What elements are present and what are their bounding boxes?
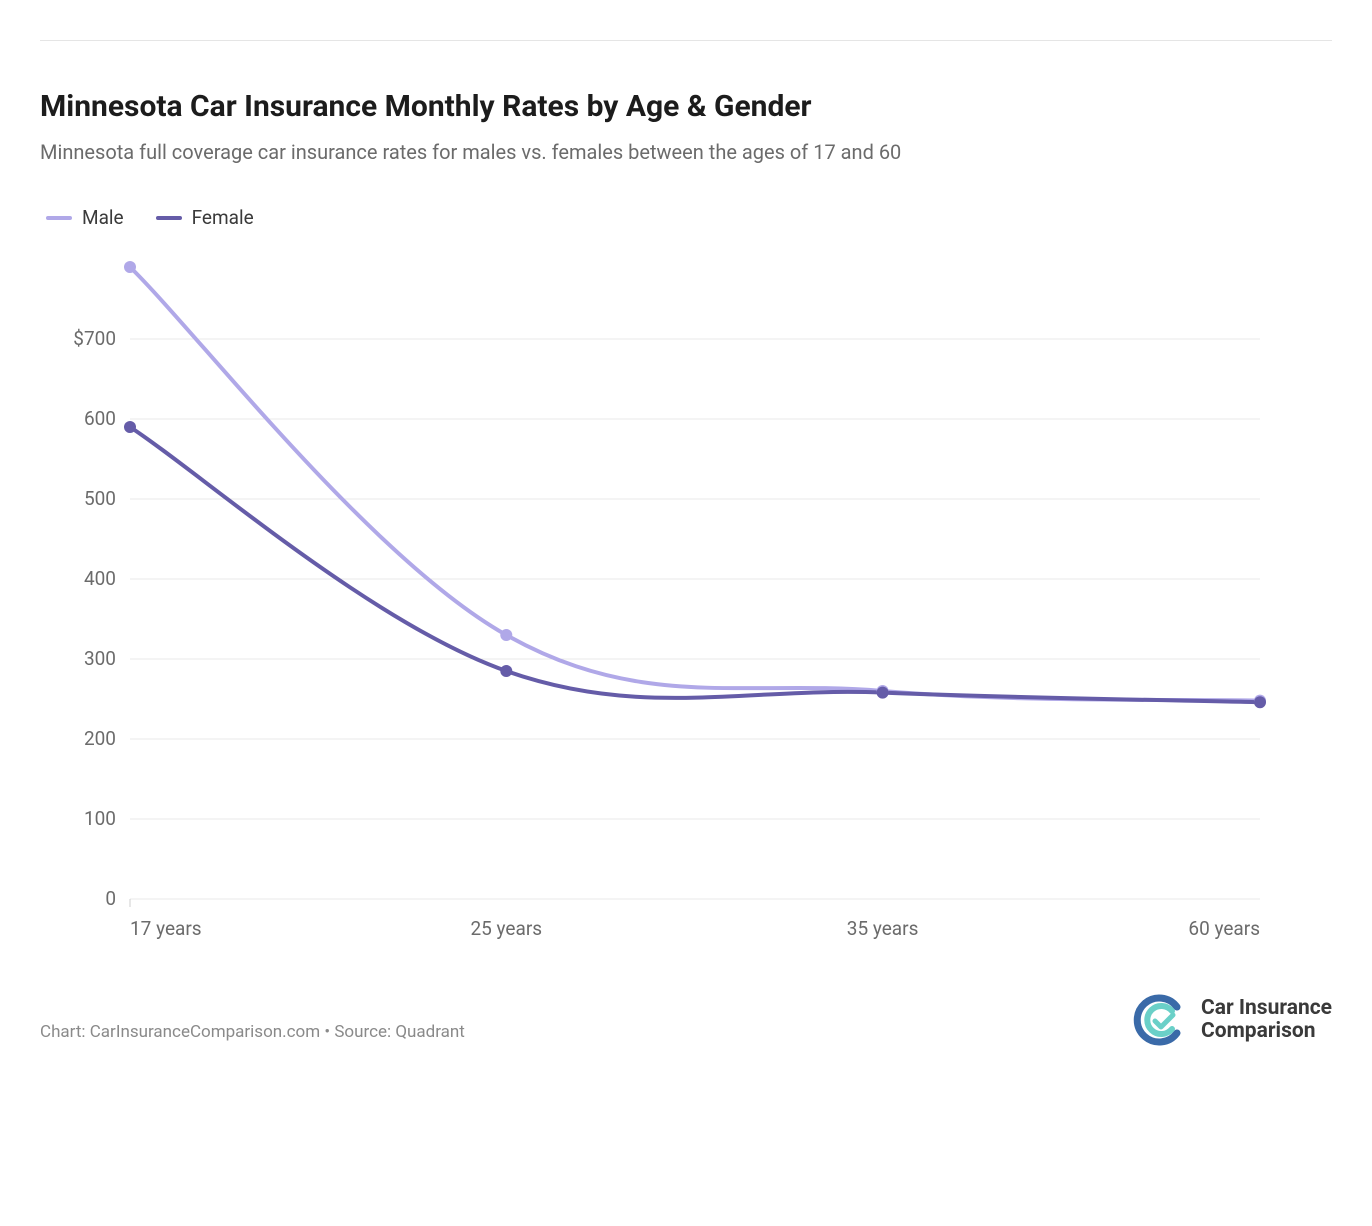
svg-text:$700: $700 [73, 327, 116, 350]
svg-text:100: 100 [84, 807, 116, 830]
svg-text:0: 0 [105, 887, 116, 910]
svg-text:35 years: 35 years [847, 917, 919, 940]
svg-text:200: 200 [84, 727, 116, 750]
brand-text: Car Insurance Comparison [1201, 997, 1332, 1043]
legend-item-male: Male [46, 206, 124, 229]
chart-plot-area: 0 100 200 300 400 500 600 $700 17 years 25 years 3… [40, 249, 1280, 969]
svg-text:600: 600 [84, 407, 116, 430]
legend-label-male: Male [82, 206, 124, 229]
svg-text:25 years: 25 years [470, 917, 542, 940]
chart-container: Minnesota Car Insurance Monthly Rates by… [40, 40, 1332, 1186]
chart-credits: Chart: CarInsuranceComparison.com • Sour… [40, 1022, 465, 1042]
svg-text:400: 400 [84, 567, 116, 590]
chart-footer: Chart: CarInsuranceComparison.com • Sour… [40, 993, 1332, 1047]
brand-logo-icon [1133, 993, 1187, 1047]
legend: Male Female [40, 206, 1332, 229]
legend-swatch-female [156, 216, 182, 220]
top-divider [40, 40, 1332, 41]
chart-svg: 0 100 200 300 400 500 600 $700 17 years 25 years 3… [40, 249, 1280, 969]
svg-text:60 years: 60 years [1188, 917, 1260, 940]
legend-swatch-male [46, 216, 72, 220]
chart-subtitle: Minnesota full coverage car insurance ra… [40, 140, 1332, 164]
legend-label-female: Female [192, 206, 254, 229]
svg-text:17 years: 17 years [130, 917, 202, 940]
brand-logo-block: Car Insurance Comparison [1133, 993, 1332, 1047]
brand-text-line2: Comparison [1201, 1020, 1332, 1043]
chart-title: Minnesota Car Insurance Monthly Rates by… [40, 89, 1332, 124]
svg-text:500: 500 [84, 487, 116, 510]
svg-text:300: 300 [84, 647, 116, 670]
brand-text-line1: Car Insurance [1201, 996, 1332, 1020]
legend-item-female: Female [156, 206, 254, 229]
